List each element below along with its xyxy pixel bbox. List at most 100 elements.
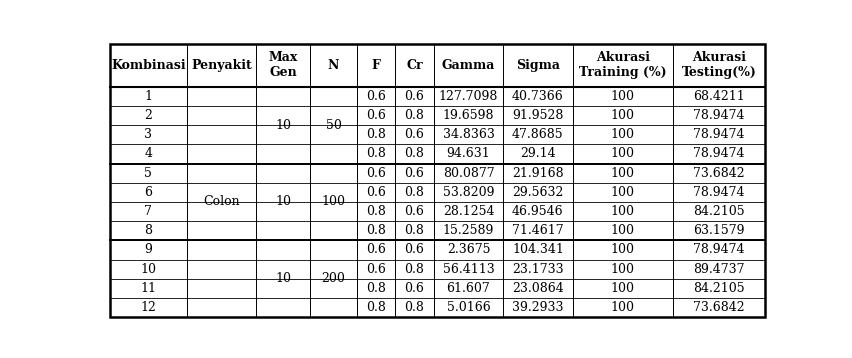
Text: 94.631: 94.631 bbox=[446, 147, 491, 160]
Text: 73.6842: 73.6842 bbox=[694, 166, 745, 180]
Text: 29.5632: 29.5632 bbox=[512, 186, 564, 199]
Text: 61.607: 61.607 bbox=[446, 282, 491, 295]
Text: 1: 1 bbox=[144, 90, 153, 103]
Text: 78.9474: 78.9474 bbox=[694, 109, 745, 122]
Text: 39.2933: 39.2933 bbox=[512, 301, 564, 314]
Text: 0.8: 0.8 bbox=[405, 147, 424, 160]
Text: 127.7098: 127.7098 bbox=[439, 90, 498, 103]
Text: 200: 200 bbox=[321, 272, 345, 285]
Text: 100: 100 bbox=[611, 282, 635, 295]
Text: 2.3675: 2.3675 bbox=[446, 243, 490, 256]
Text: N: N bbox=[328, 59, 339, 72]
Text: 5: 5 bbox=[145, 166, 153, 180]
Text: 68.4211: 68.4211 bbox=[694, 90, 745, 103]
Text: 0.8: 0.8 bbox=[405, 109, 424, 122]
Text: 50: 50 bbox=[325, 118, 342, 132]
Text: 7: 7 bbox=[145, 205, 153, 218]
Text: 2: 2 bbox=[145, 109, 153, 122]
Text: 100: 100 bbox=[321, 195, 346, 208]
Text: Cr: Cr bbox=[406, 59, 423, 72]
Text: 23.1733: 23.1733 bbox=[512, 263, 564, 276]
Text: 5.0166: 5.0166 bbox=[446, 301, 491, 314]
Text: 84.2105: 84.2105 bbox=[694, 282, 745, 295]
Text: 4: 4 bbox=[144, 147, 153, 160]
Text: 0.6: 0.6 bbox=[366, 186, 386, 199]
Text: 0.8: 0.8 bbox=[405, 186, 424, 199]
Text: Akurasi
Testing(%): Akurasi Testing(%) bbox=[682, 52, 757, 79]
Text: 89.4737: 89.4737 bbox=[694, 263, 745, 276]
Text: 28.1254: 28.1254 bbox=[443, 205, 494, 218]
Text: 0.6: 0.6 bbox=[366, 243, 386, 256]
Text: 15.2589: 15.2589 bbox=[443, 224, 494, 237]
Text: 56.4113: 56.4113 bbox=[443, 263, 494, 276]
Text: F: F bbox=[371, 59, 380, 72]
Text: 0.8: 0.8 bbox=[366, 224, 386, 237]
Text: 100: 100 bbox=[611, 263, 635, 276]
Text: Akurasi
Training (%): Akurasi Training (%) bbox=[579, 52, 666, 79]
Text: 78.9474: 78.9474 bbox=[694, 186, 745, 199]
Text: 0.8: 0.8 bbox=[405, 224, 424, 237]
Text: 0.6: 0.6 bbox=[366, 166, 386, 180]
Text: 78.9474: 78.9474 bbox=[694, 147, 745, 160]
Text: 21.9168: 21.9168 bbox=[512, 166, 564, 180]
Text: 0.8: 0.8 bbox=[366, 147, 386, 160]
Text: 12: 12 bbox=[141, 301, 156, 314]
Text: 10: 10 bbox=[141, 263, 157, 276]
Text: 71.4617: 71.4617 bbox=[512, 224, 564, 237]
Text: 10: 10 bbox=[275, 272, 291, 285]
Text: 100: 100 bbox=[611, 224, 635, 237]
Text: 100: 100 bbox=[611, 205, 635, 218]
Text: Kombinasi: Kombinasi bbox=[111, 59, 186, 72]
Text: 0.6: 0.6 bbox=[405, 243, 424, 256]
Text: 0.6: 0.6 bbox=[405, 90, 424, 103]
Text: 80.0877: 80.0877 bbox=[443, 166, 494, 180]
Text: 63.1579: 63.1579 bbox=[694, 224, 745, 237]
Text: 46.9546: 46.9546 bbox=[512, 205, 564, 218]
Text: 100: 100 bbox=[611, 90, 635, 103]
Text: 0.8: 0.8 bbox=[405, 263, 424, 276]
Text: 53.8209: 53.8209 bbox=[443, 186, 494, 199]
Text: 6: 6 bbox=[144, 186, 153, 199]
Text: 19.6598: 19.6598 bbox=[443, 109, 494, 122]
Text: 100: 100 bbox=[611, 128, 635, 141]
Text: 0.6: 0.6 bbox=[366, 109, 386, 122]
Text: Sigma: Sigma bbox=[516, 59, 560, 72]
Text: 0.8: 0.8 bbox=[366, 205, 386, 218]
Text: 47.8685: 47.8685 bbox=[512, 128, 564, 141]
Text: 0.6: 0.6 bbox=[366, 263, 386, 276]
Text: 84.2105: 84.2105 bbox=[694, 205, 745, 218]
Text: 100: 100 bbox=[611, 186, 635, 199]
Text: 104.341: 104.341 bbox=[512, 243, 564, 256]
Text: 40.7366: 40.7366 bbox=[512, 90, 564, 103]
Text: Gamma: Gamma bbox=[442, 59, 495, 72]
Text: 0.6: 0.6 bbox=[405, 128, 424, 141]
Text: 29.14: 29.14 bbox=[520, 147, 556, 160]
Text: Penyakit: Penyakit bbox=[192, 59, 252, 72]
Text: 100: 100 bbox=[611, 147, 635, 160]
Text: 8: 8 bbox=[144, 224, 153, 237]
Text: 0.8: 0.8 bbox=[366, 128, 386, 141]
Text: 0.6: 0.6 bbox=[405, 282, 424, 295]
Text: Colon: Colon bbox=[204, 195, 240, 208]
Text: 100: 100 bbox=[611, 243, 635, 256]
Text: 10: 10 bbox=[275, 195, 291, 208]
Text: 0.8: 0.8 bbox=[366, 301, 386, 314]
Text: 34.8363: 34.8363 bbox=[442, 128, 494, 141]
Text: Max
Gen: Max Gen bbox=[268, 52, 298, 79]
Text: 100: 100 bbox=[611, 166, 635, 180]
Text: 9: 9 bbox=[145, 243, 153, 256]
Text: 0.8: 0.8 bbox=[405, 301, 424, 314]
Text: 0.6: 0.6 bbox=[405, 166, 424, 180]
Text: 91.9528: 91.9528 bbox=[512, 109, 564, 122]
Text: 11: 11 bbox=[141, 282, 157, 295]
Text: 23.0864: 23.0864 bbox=[512, 282, 564, 295]
Text: 78.9474: 78.9474 bbox=[694, 243, 745, 256]
Text: 100: 100 bbox=[611, 301, 635, 314]
Text: 0.6: 0.6 bbox=[405, 205, 424, 218]
Text: 0.8: 0.8 bbox=[366, 282, 386, 295]
Text: 100: 100 bbox=[611, 109, 635, 122]
Text: 0.6: 0.6 bbox=[366, 90, 386, 103]
Text: 78.9474: 78.9474 bbox=[694, 128, 745, 141]
Text: 3: 3 bbox=[144, 128, 153, 141]
Text: 73.6842: 73.6842 bbox=[694, 301, 745, 314]
